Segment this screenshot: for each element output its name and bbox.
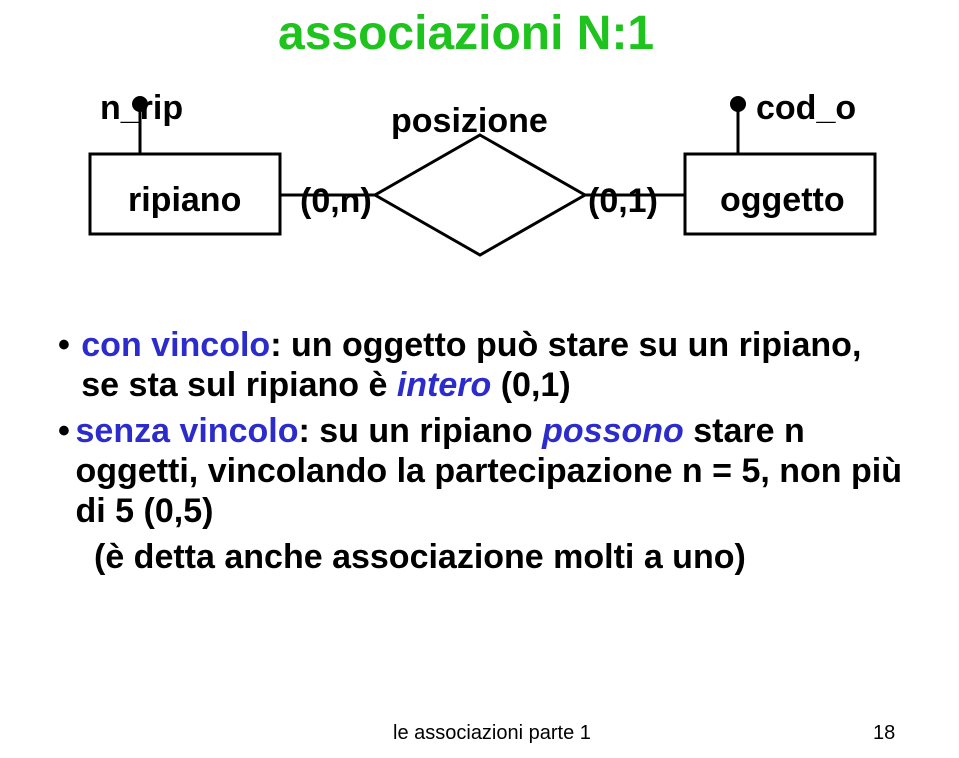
bullet-item: • senza vincolo: su un ripiano possono s… xyxy=(58,411,908,531)
entity-right-label: oggetto xyxy=(720,181,845,220)
bullet-trailing: (è detta anche associazione molti a uno) xyxy=(58,537,908,577)
bullet-dot-spacer xyxy=(58,537,94,577)
footer-text: le associazioni parte 1 xyxy=(393,722,591,745)
bullet-dot-icon: • xyxy=(58,325,81,365)
bullet-2-em: possono xyxy=(542,412,684,450)
attr-right-label: cod_o xyxy=(756,89,856,128)
entity-left-label: ripiano xyxy=(128,181,241,220)
attr-right-dot xyxy=(730,96,746,112)
relationship-diamond xyxy=(375,135,585,255)
page-number: 18 xyxy=(873,722,895,745)
bullet-1-tail: (0,1) xyxy=(491,366,570,404)
card-right: (0,1) xyxy=(588,182,658,221)
bullet-1-em: intero xyxy=(397,366,491,404)
attr-left-label: n_rip xyxy=(100,89,183,128)
bullet-dot-icon: • xyxy=(58,411,76,451)
bullet-text-1: con vincolo: un oggetto può stare su un … xyxy=(81,325,908,405)
bullet-1-prefix: con vincolo xyxy=(81,326,270,364)
card-left: (0,n) xyxy=(300,182,372,221)
er-diagram-svg xyxy=(0,0,959,320)
bullet-2-rest: : su un ripiano xyxy=(298,412,542,450)
bullet-text-2: senza vincolo: su un ripiano possono sta… xyxy=(76,411,909,531)
bullet-block: • con vincolo: un oggetto può stare su u… xyxy=(58,325,908,583)
relationship-label: posizione xyxy=(391,102,548,141)
bullet-item: • con vincolo: un oggetto può stare su u… xyxy=(58,325,908,405)
bullet-2-prefix: senza vincolo xyxy=(76,412,299,450)
bullet-trailing-text: (è detta anche associazione molti a uno) xyxy=(94,537,746,577)
